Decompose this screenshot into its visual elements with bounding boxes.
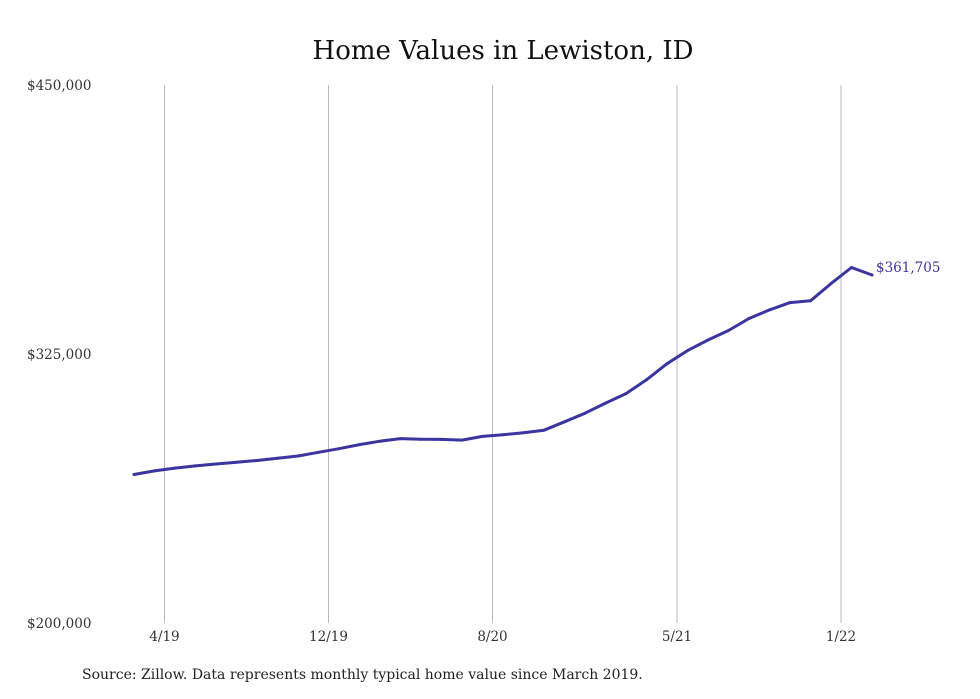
data-point [727,329,730,332]
y-tick-label: $325,000 [27,347,91,363]
data-point [296,454,300,458]
data-point [686,349,689,353]
data-point [440,437,443,441]
x-tick-label: 5/21 [662,629,692,645]
data-point [768,308,771,312]
x-axis-ticks: 4/19 12/19 8/20 5/21 1/22 [149,629,856,645]
data-point [706,338,710,342]
data-point [255,459,259,462]
data-point [481,434,484,438]
series-layer: $361,705 [132,260,940,476]
chart-title: Home Values in Lewiston, ID [313,36,694,66]
data-point [194,464,197,468]
source-note: Source: Zillow. Data represents monthly … [82,667,643,683]
data-point [624,392,628,396]
data-point [460,438,464,442]
data-point [173,466,177,470]
data-point [317,450,320,454]
data-point [583,411,587,415]
data-point [788,301,792,305]
data-point [399,437,402,441]
data-point [337,447,341,451]
x-tick-label: 1/22 [826,629,856,645]
y-tick-label: $450,000 [27,78,91,94]
x-tick-label: 4/19 [149,629,179,645]
y-tick-label: $200,000 [27,616,91,632]
data-point [747,317,751,320]
data-point [563,420,566,424]
data-point [419,437,423,441]
data-point [809,299,812,303]
data-point [214,462,218,466]
gridlines [164,85,842,623]
data-point [132,473,136,476]
data-point [276,456,279,460]
data-point [850,266,853,269]
data-point [501,433,505,437]
data-point [522,431,525,435]
data-point [378,439,382,443]
data-point [870,273,874,277]
end-value-label: $361,705 [876,260,940,276]
x-tick-label: 12/19 [309,629,348,645]
data-point [829,282,833,286]
x-tick-label: 8/20 [477,629,507,645]
data-point [235,460,238,464]
y-axis-ticks: $200,000 $325,000 $450,000 [27,78,91,632]
data-point [645,378,648,382]
data-point [358,443,361,447]
data-point [153,469,156,473]
data-point [665,362,669,366]
data-point [604,401,607,405]
series-line [132,266,874,476]
data-point [542,428,546,432]
